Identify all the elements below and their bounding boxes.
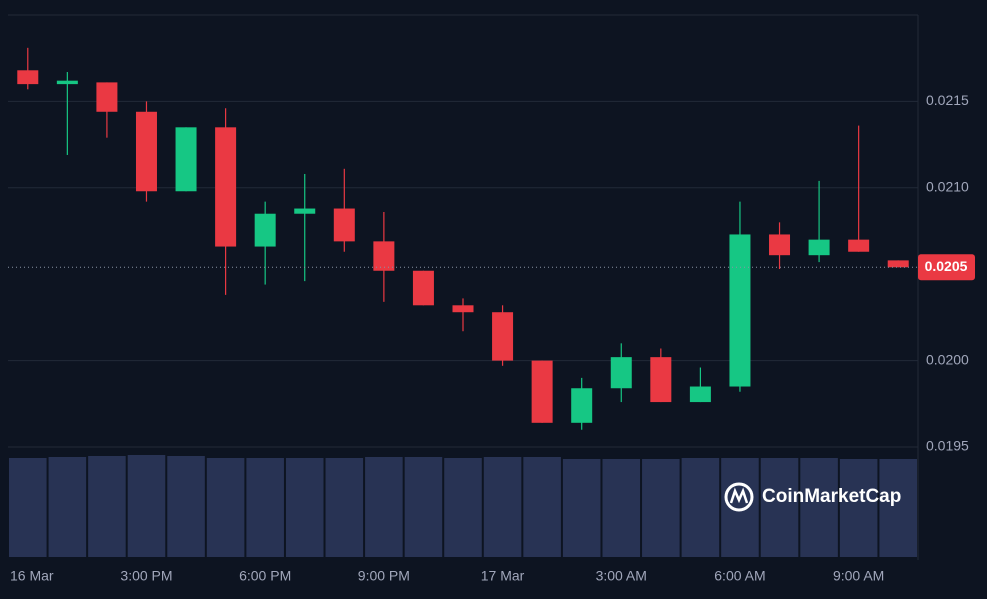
candle-body	[135, 111, 157, 192]
candle-body	[769, 234, 791, 256]
volume-bar	[721, 458, 759, 557]
x-tick-label: 9:00 AM	[833, 568, 884, 584]
candle-body	[412, 270, 434, 306]
candle-body	[17, 70, 39, 85]
volume-bar	[127, 455, 166, 557]
x-tick-label: 9:00 PM	[358, 568, 410, 584]
candle-body	[452, 305, 474, 313]
candle-body	[729, 234, 751, 387]
candle-body	[689, 386, 711, 403]
volume-bar	[800, 458, 838, 557]
volume-bar	[325, 458, 364, 557]
candle-body	[492, 312, 514, 361]
volume-bar	[760, 458, 799, 557]
x-tick-label: 16 Mar	[10, 568, 54, 584]
y-tick-label: 0.0195	[926, 438, 969, 454]
volume-bar	[444, 458, 482, 557]
volume-bar	[9, 458, 47, 557]
volume-bar	[285, 458, 324, 557]
volume-bar	[404, 457, 443, 557]
volume-bar	[602, 459, 641, 557]
watermark-text: CoinMarketCap	[762, 486, 901, 507]
candle-body	[571, 388, 593, 423]
candle-body	[56, 80, 78, 85]
volume-bar	[562, 459, 601, 557]
logo-mark	[729, 487, 749, 504]
volume-bar	[642, 459, 680, 557]
candle-body	[887, 260, 909, 268]
y-tick-label: 0.0210	[926, 179, 969, 195]
candle-body	[333, 208, 355, 242]
volume-bar	[483, 457, 522, 557]
volume-bar	[681, 458, 720, 557]
y-tick-label: 0.0200	[926, 351, 969, 367]
candle-body	[531, 360, 553, 423]
logo	[724, 482, 754, 512]
volume-bar	[246, 458, 284, 557]
candle-body	[175, 127, 197, 192]
candle-body	[848, 239, 870, 252]
volume-bar	[839, 459, 878, 557]
candle-body	[96, 82, 118, 112]
watermark: CoinMarketCap	[724, 482, 901, 512]
volume-bar	[206, 458, 245, 557]
x-tick-label: 6:00 PM	[239, 568, 291, 584]
candle-body	[294, 208, 316, 214]
candle-body	[610, 357, 632, 389]
volume-bar	[167, 456, 205, 557]
y-tick-label: 0.0215	[926, 92, 969, 108]
x-tick-label: 3:00 AM	[596, 568, 647, 584]
last-price-box	[918, 254, 975, 281]
volume-bar	[88, 456, 126, 557]
candle-body	[373, 241, 395, 271]
x-tick-label: 6:00 AM	[714, 568, 765, 584]
candle-body	[808, 239, 830, 256]
volume-bar	[48, 457, 87, 557]
x-tick-label: 3:00 PM	[120, 568, 172, 584]
candle-body	[650, 357, 672, 403]
candle-body	[254, 213, 276, 247]
x-tick-label: 17 Mar	[481, 568, 525, 584]
volume-bar	[523, 457, 561, 557]
last-price-label: 0.0205	[925, 258, 968, 274]
candle-body	[215, 127, 237, 247]
volume-bar	[879, 459, 917, 557]
volume-bar	[365, 457, 403, 557]
